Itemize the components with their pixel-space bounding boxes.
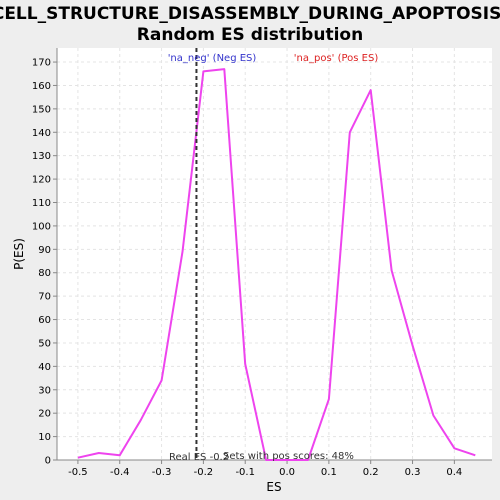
- y-tick-label: 160: [32, 81, 51, 92]
- y-tick-label: 140: [32, 128, 51, 139]
- y-tick-label: 50: [38, 338, 51, 349]
- x-tick-label: 0.3: [405, 467, 421, 478]
- y-tick-label: 10: [38, 432, 51, 443]
- y-axis-label: P(ES): [12, 238, 26, 270]
- y-tick-label: 20: [38, 409, 51, 420]
- y-tick-label: 110: [32, 198, 51, 209]
- y-tick-label: 120: [32, 175, 51, 186]
- pos-scores-label: Sets with pos scores: 48%: [223, 451, 354, 462]
- y-tick-label: 80: [38, 268, 51, 279]
- x-tick-label: 0.2: [363, 467, 379, 478]
- grid-layer: [57, 48, 492, 461]
- x-tick-label: -0.2: [194, 467, 214, 478]
- pos-es-label: 'na_pos' (Pos ES): [294, 53, 379, 64]
- x-axis-label: ES: [266, 480, 281, 494]
- x-tick-label: -0.3: [152, 467, 172, 478]
- chart-title-line1: CELL_STRUCTURE_DISASSEMBLY_DURING_APOPTO…: [0, 4, 500, 24]
- y-tick-label: 70: [38, 292, 51, 303]
- real-es-label: Real ES -0.2: [169, 452, 229, 463]
- x-tick-label: -0.5: [68, 467, 88, 478]
- x-tick-label: -0.1: [235, 467, 255, 478]
- y-tick-label: 130: [32, 151, 51, 162]
- x-tick-label: 0.4: [446, 467, 462, 478]
- plot-area: [57, 48, 492, 460]
- y-tick-label: 40: [38, 362, 51, 373]
- y-tick-label: 60: [38, 315, 51, 326]
- y-tick-label: 90: [38, 245, 51, 256]
- x-tick-label: -0.4: [110, 467, 130, 478]
- neg-es-label: 'na_neg' (Neg ES): [168, 53, 257, 64]
- y-tick-label: 30: [38, 385, 51, 396]
- y-tick-label: 150: [32, 104, 51, 115]
- y-tick-label: 100: [32, 221, 51, 232]
- es-distribution-line: [77, 68, 476, 461]
- series-layer: [77, 68, 476, 461]
- y-tick-label: 170: [32, 58, 51, 69]
- x-tick-label: 0.0: [279, 467, 295, 478]
- chart-title-line2: Random ES distribution: [137, 25, 363, 45]
- x-tick-label: 0.1: [321, 467, 337, 478]
- y-tick-label: 0: [45, 456, 51, 467]
